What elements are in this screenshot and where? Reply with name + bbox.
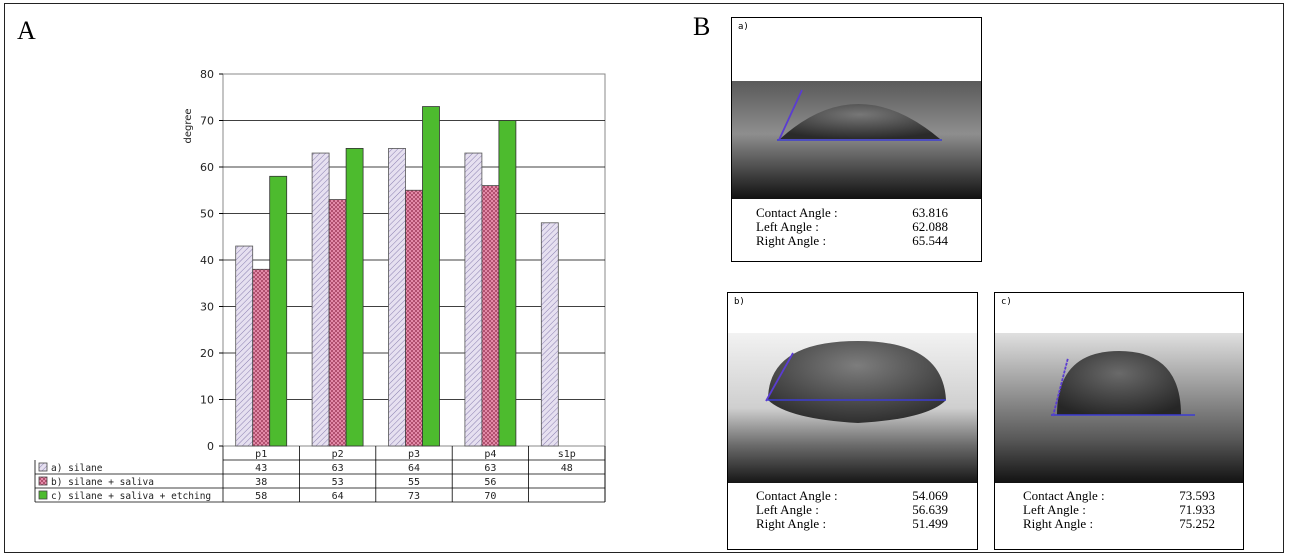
- y-tick-label: 20: [200, 347, 214, 360]
- y-tick-label: 50: [200, 208, 214, 221]
- left-angle-value-a: 62.088: [912, 219, 948, 234]
- bar: [345, 147, 364, 447]
- droplet-photo-a: [732, 81, 981, 199]
- droplet-photo-c: [995, 333, 1243, 483]
- y-tick-label: 60: [200, 161, 214, 174]
- photo-card-a: a) Contact Angle : 63.816 Left Angle : 62.…: [731, 17, 982, 262]
- data-label: 64: [332, 491, 344, 502]
- y-tick-label: 0: [207, 440, 214, 453]
- data-label: 43: [255, 463, 267, 474]
- y-tick-label: 30: [200, 301, 214, 314]
- photo-card-c: c) Contact Angle : 73.593 Left Angle : 71.…: [994, 292, 1244, 550]
- bar: [252, 268, 271, 447]
- right-angle-value-c: 75.252: [1179, 516, 1215, 531]
- droplet-photo-b: [728, 333, 977, 483]
- legend-swatch: [38, 476, 48, 486]
- figure-frame: A B 0 10 20 30 40 50 60 70 80 degree p1 p2 p3 p4 s1p a)…: [4, 3, 1284, 553]
- x-tick-label: p2: [332, 449, 344, 460]
- bar: [405, 189, 423, 447]
- data-label: 38: [255, 477, 267, 488]
- bar: [235, 245, 254, 447]
- legend-label: c) silane + saliva + etching: [51, 491, 211, 502]
- bar: [540, 222, 559, 447]
- data-label: 70: [484, 491, 496, 502]
- x-tick-label: p1: [255, 449, 267, 460]
- left-angle-value-b: 56.639: [912, 502, 948, 517]
- readout-b: Contact Angle : 54.069 Left Angle : 56.639…: [756, 489, 948, 531]
- left-angle-value-c: 71.933: [1179, 502, 1215, 517]
- right-angle-label-a: Right Angle :: [756, 233, 827, 248]
- readout-c: Contact Angle : 73.593 Left Angle : 71.933…: [1023, 489, 1215, 531]
- y-tick-label: 80: [200, 68, 214, 81]
- photo-tag-c: c): [1001, 297, 1012, 307]
- right-angle-label-c: Right Angle :: [1023, 516, 1094, 531]
- y-tick-label: 40: [200, 254, 214, 267]
- x-tick-label: p3: [408, 449, 420, 460]
- data-label: 58: [255, 491, 267, 502]
- data-label: 56: [484, 477, 496, 488]
- bar: [311, 152, 330, 447]
- bar: [464, 152, 483, 447]
- y-tick-label: 10: [200, 394, 214, 407]
- contact-angle-value-b: 54.069: [912, 488, 948, 503]
- bar: [498, 120, 517, 447]
- bar: [481, 185, 500, 447]
- bar-chart: 0 10 20 30 40 50 60 70 80 degree p1 p2 p3 p4 s1p a) sil…: [34, 68, 606, 503]
- legend-label: a) silane: [51, 463, 103, 474]
- bar: [422, 106, 440, 447]
- readout-a: Contact Angle : 63.816 Left Angle : 62.088…: [756, 206, 948, 248]
- photo-card-b: b) Contact Angle : 54.069 Left Angle : 56.…: [727, 292, 978, 550]
- x-tick-label: p4: [484, 449, 496, 460]
- left-angle-label-c: Left Angle :: [1023, 502, 1086, 517]
- data-label: 73: [408, 491, 420, 502]
- legend-swatch: [38, 462, 48, 472]
- right-angle-value-b: 51.499: [912, 516, 948, 531]
- data-label: 64: [408, 463, 420, 474]
- photo-tag-a: a): [738, 22, 749, 32]
- y-tick-label: 70: [200, 115, 214, 128]
- contact-angle-label-a: Contact Angle :: [756, 205, 838, 220]
- photo-tag-b: b): [734, 297, 745, 307]
- legend-label: b) silane + saliva: [51, 477, 154, 488]
- contact-angle-label-c: Contact Angle :: [1023, 488, 1105, 503]
- left-angle-label-b: Left Angle :: [756, 502, 819, 517]
- bar: [388, 147, 406, 447]
- data-label: 63: [484, 463, 496, 474]
- data-label: 53: [332, 477, 344, 488]
- bar: [328, 199, 347, 447]
- legend-swatch: [38, 490, 48, 500]
- panel-a-label: A: [17, 16, 36, 45]
- contact-angle-label-b: Contact Angle :: [756, 488, 838, 503]
- data-label: 48: [561, 463, 573, 474]
- right-angle-label-b: Right Angle :: [756, 516, 827, 531]
- bar: [269, 175, 288, 447]
- right-angle-value-a: 65.544: [912, 233, 948, 248]
- panel-b-label: B: [693, 12, 711, 41]
- data-label: 63: [332, 463, 344, 474]
- left-angle-label-a: Left Angle :: [756, 219, 819, 234]
- y-axis-label: degree: [183, 108, 194, 143]
- data-label: 55: [408, 477, 420, 488]
- x-tick-label: s1p: [558, 449, 576, 460]
- contact-angle-value-c: 73.593: [1179, 488, 1215, 503]
- contact-angle-value-a: 63.816: [912, 205, 948, 220]
